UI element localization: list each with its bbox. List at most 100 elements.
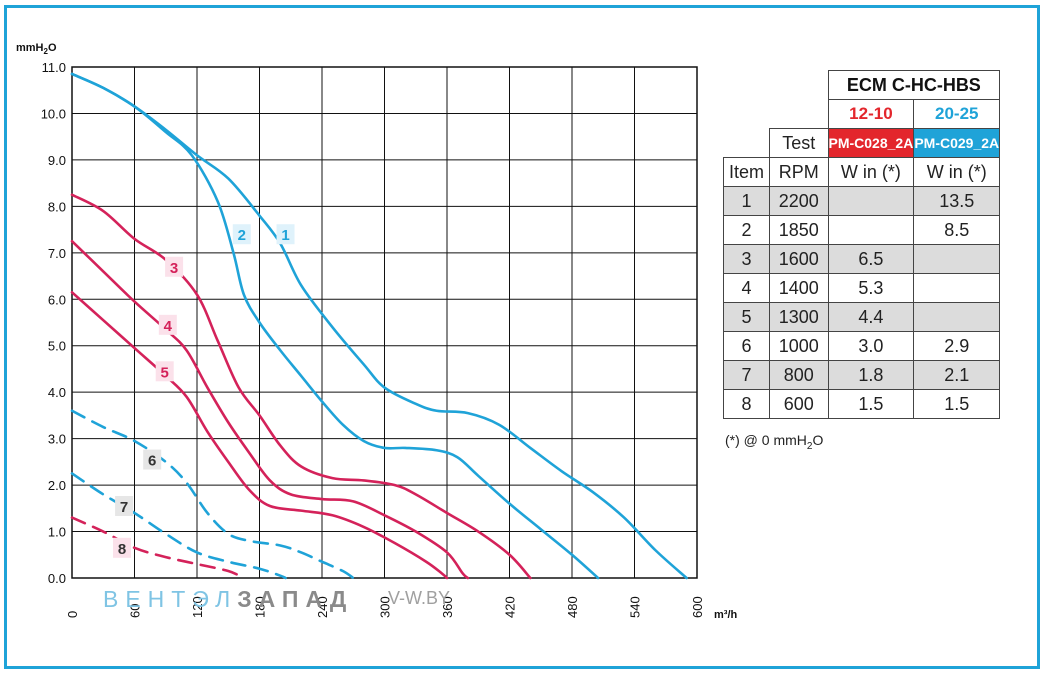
cell-rpm: 1400 — [769, 273, 829, 303]
series-2-label: 2 — [238, 227, 246, 244]
cell-power-b: 1.5 — [913, 389, 1001, 419]
y-tick-label: 4.0 — [48, 385, 66, 400]
cell-power-b: 2.1 — [913, 360, 1001, 390]
x-tick-label: 540 — [628, 596, 643, 618]
cell-power-b: 8.5 — [913, 215, 1001, 245]
code-b: PM-C029_2A — [913, 128, 1001, 158]
test-header: Test — [769, 128, 829, 158]
y-tick-label: 5.0 — [48, 339, 66, 354]
series-4-line — [70, 239, 470, 580]
table-row: 8 600 1.5 1.5 — [723, 389, 1001, 419]
y-tick-label: 9.0 — [48, 153, 66, 168]
cell-item: 6 — [723, 331, 770, 361]
x-tick-label: 480 — [565, 596, 580, 618]
series-6-line — [70, 409, 355, 580]
series-5-label: 5 — [161, 364, 169, 381]
cell-power-a: 3.0 — [827, 331, 915, 361]
x-tick-label: 360 — [440, 596, 455, 618]
series-1-label-bg — [276, 224, 295, 245]
series-1-line — [70, 72, 688, 580]
plot-border — [71, 66, 698, 579]
cell-power-b — [913, 302, 1001, 332]
rpm-header: RPM — [769, 157, 829, 187]
variant-b-label: 20-25 — [913, 99, 1001, 129]
series-8-label: 8 — [118, 541, 126, 558]
series-2-label-bg — [232, 224, 251, 245]
cell-power-b — [913, 273, 1001, 303]
y-tick-label: 8.0 — [48, 199, 66, 214]
x-axis-label: m³/h — [714, 609, 738, 621]
x-tick-label: 420 — [503, 596, 518, 618]
cell-item: 8 — [723, 389, 770, 419]
table-row: 1 2200 13.5 — [723, 186, 1001, 216]
cell-power-a: 5.3 — [827, 273, 915, 303]
series-5-line — [70, 291, 449, 580]
cell-power-a: 1.5 — [827, 389, 915, 419]
x-tick-label: 180 — [253, 596, 268, 618]
y-tick-label: 1.0 — [48, 525, 66, 540]
code-a: PM-C028_2A — [827, 128, 915, 158]
cell-rpm: 600 — [769, 389, 829, 419]
x-tick-label: 120 — [190, 596, 205, 618]
series-8-label-bg — [113, 537, 131, 558]
cell-power-a: 1.8 — [827, 360, 915, 390]
series-3-label-bg — [165, 256, 184, 277]
y-tick-label: 2.0 — [48, 478, 66, 493]
series-3-label: 3 — [170, 260, 178, 277]
table-row: 4 1400 5.3 — [723, 273, 1001, 303]
spec-table: ECM C-HC-HBS 12-10 20-25 Test PM-C028_2A… — [723, 70, 1001, 419]
watermark-logo: ВЕНТЭЛЗАПАД — [103, 586, 354, 612]
cell-rpm: 1850 — [769, 215, 829, 245]
cell-rpm: 1600 — [769, 244, 829, 274]
series-3-line — [70, 193, 532, 580]
outer-frame — [4, 5, 1040, 669]
series-4-label: 4 — [164, 318, 173, 335]
cell-power-b: 13.5 — [913, 186, 1001, 216]
item-header: Item — [723, 157, 770, 187]
series-7-label: 7 — [120, 499, 128, 516]
series-8-line — [70, 516, 246, 580]
variant-a-label: 12-10 — [827, 99, 915, 129]
series-1-label: 1 — [281, 227, 289, 244]
table-row: 6 1000 3.0 2.9 — [723, 331, 1001, 361]
series-6-label: 6 — [148, 453, 156, 470]
cell-rpm: 1000 — [769, 331, 829, 361]
y-tick-label: 3.0 — [48, 432, 66, 447]
cell-power-a: 4.4 — [827, 302, 915, 332]
cell-item: 4 — [723, 273, 770, 303]
watermark-url: V-W.BY — [388, 588, 451, 608]
table-row: 2 1850 8.5 — [723, 215, 1001, 245]
table-row: 5 1300 4.4 — [723, 302, 1001, 332]
cell-power-a: 6.5 — [827, 244, 915, 274]
series-4-label-bg — [158, 314, 177, 335]
cell-power-a — [827, 186, 915, 216]
x-tick-label: 240 — [315, 596, 330, 618]
cell-item: 1 — [723, 186, 770, 216]
cell-power-b: 2.9 — [913, 331, 1001, 361]
model-name: ECM C-HC-HBS — [827, 70, 1001, 100]
y-tick-label: 7.0 — [48, 246, 66, 261]
y-tick-label: 0.0 — [48, 571, 66, 586]
cell-rpm: 1300 — [769, 302, 829, 332]
x-tick-label: 300 — [378, 596, 393, 618]
series-2-line — [70, 72, 600, 580]
series-6-label-bg — [143, 449, 162, 470]
y-tick-label: 10.0 — [41, 106, 66, 121]
cell-power-b — [913, 244, 1001, 274]
cell-rpm: 800 — [769, 360, 829, 390]
x-tick-label: 60 — [128, 604, 143, 618]
cell-item: 3 — [723, 244, 770, 274]
y-tick-label: 11.0 — [42, 60, 66, 75]
series-5-label-bg — [155, 361, 174, 382]
table-row: 3 1600 6.5 — [723, 244, 1001, 274]
table-row: 7 800 1.8 2.1 — [723, 360, 1001, 390]
x-tick-label: 0 — [65, 611, 80, 618]
series-7-line — [70, 472, 287, 580]
cell-rpm: 2200 — [769, 186, 829, 216]
cell-item: 5 — [723, 302, 770, 332]
cell-power-a — [827, 215, 915, 245]
cell-item: 7 — [723, 360, 770, 390]
series-7-label-bg — [115, 495, 134, 516]
power-a-header: W in (*) — [827, 157, 915, 187]
